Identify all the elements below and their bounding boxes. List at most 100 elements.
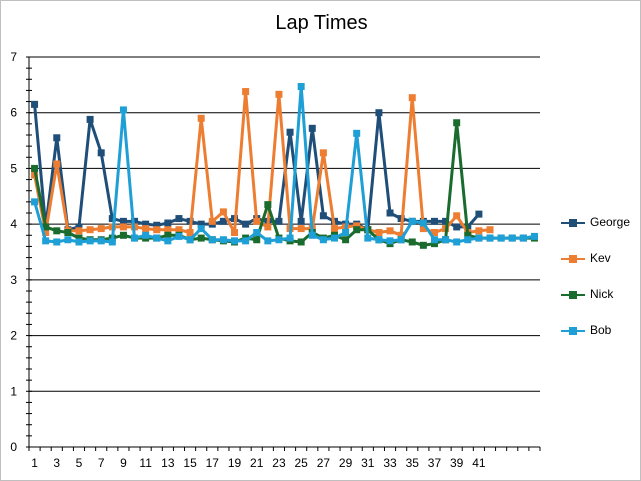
data-point-bob (231, 237, 239, 245)
data-point-bob (464, 236, 472, 244)
data-point-george (319, 212, 327, 220)
data-point-george (53, 134, 61, 142)
data-point-bob (97, 237, 105, 245)
x-tick-label: 39 (450, 456, 464, 470)
data-point-bob (419, 219, 427, 227)
data-point-nick (453, 119, 461, 127)
data-point-bob (275, 236, 283, 244)
x-tick-label: 3 (53, 456, 60, 470)
data-point-kev (208, 217, 216, 225)
data-point-kev (142, 225, 150, 233)
y-tick-label: 3 (10, 273, 17, 287)
data-point-bob (430, 236, 438, 244)
x-tick-label: 25 (294, 456, 308, 470)
data-point-kev (253, 217, 261, 225)
data-point-bob (242, 237, 250, 245)
data-point-kev (353, 222, 361, 230)
x-tick-label: 13 (161, 456, 175, 470)
x-tick-label: 17 (206, 456, 220, 470)
data-point-bob (397, 236, 405, 244)
data-point-kev (330, 225, 338, 233)
data-point-bob (197, 225, 205, 233)
legend-swatch-bob (561, 326, 585, 336)
data-point-kev (75, 227, 83, 235)
data-point-kev (408, 94, 416, 102)
data-point-nick (75, 234, 83, 242)
data-point-kev (219, 208, 227, 216)
data-point-bob (53, 238, 61, 246)
x-tick-label: 27 (317, 456, 331, 470)
data-point-george (475, 210, 483, 218)
data-point-kev (297, 225, 305, 233)
data-point-bob (131, 234, 139, 242)
data-point-bob (442, 236, 450, 244)
data-point-bob (297, 83, 305, 91)
data-point-bob (342, 229, 350, 236)
data-point-nick (31, 164, 39, 172)
data-point-george (453, 223, 461, 231)
data-point-bob (508, 234, 516, 242)
x-tick-label: 15 (183, 456, 197, 470)
data-point-bob (264, 237, 272, 245)
data-point-kev (175, 226, 183, 234)
data-point-nick (64, 229, 72, 236)
y-tick-label: 6 (10, 106, 17, 120)
x-tick-label: 7 (98, 456, 105, 470)
data-point-nick (464, 231, 472, 239)
data-point-kev (86, 226, 94, 234)
data-point-george (308, 124, 316, 132)
data-point-george (75, 223, 83, 231)
x-tick-label: 19 (228, 456, 242, 470)
data-point-bob (164, 237, 172, 245)
data-point-george (242, 220, 250, 228)
data-point-george (375, 109, 383, 117)
y-tick-label: 2 (10, 329, 17, 343)
data-point-nick (430, 240, 438, 248)
data-point-bob (364, 234, 372, 242)
data-point-kev (153, 226, 161, 234)
data-point-nick (408, 238, 416, 246)
data-point-bob (119, 106, 127, 114)
data-point-kev (164, 226, 172, 234)
y-tick-label: 0 (10, 440, 17, 454)
data-point-bob (142, 231, 150, 239)
legend-swatch-george (561, 218, 585, 228)
data-point-kev (97, 225, 105, 233)
data-point-kev (197, 114, 205, 122)
data-point-nick (353, 226, 361, 234)
data-point-george (430, 217, 438, 225)
chart-title: Lap Times (275, 12, 368, 34)
data-point-bob (253, 229, 261, 236)
data-point-bob (64, 236, 72, 244)
data-point-bob (286, 234, 294, 242)
data-point-nick (42, 223, 50, 231)
data-point-bob (453, 238, 461, 246)
x-tick-label: 41 (472, 456, 486, 470)
data-point-kev (275, 90, 283, 98)
data-point-nick (342, 236, 350, 244)
x-tick-label: 35 (406, 456, 420, 470)
data-point-bob (186, 236, 194, 244)
data-point-kev (231, 229, 239, 236)
y-tick-label: 5 (10, 161, 17, 175)
data-point-george (31, 100, 39, 108)
data-point-george (219, 217, 227, 225)
data-point-bob (208, 236, 216, 244)
x-tick-label: 21 (250, 456, 264, 470)
data-point-bob (31, 198, 39, 206)
data-point-george (175, 215, 183, 223)
data-point-nick (253, 236, 261, 244)
data-point-bob (75, 238, 83, 246)
data-point-kev (264, 223, 272, 231)
legend-label-nick: Nick (590, 287, 614, 301)
x-tick-label: 23 (272, 456, 286, 470)
data-point-george (164, 219, 172, 227)
data-point-kev (419, 225, 427, 233)
data-point-bob (153, 234, 161, 242)
data-point-bob (408, 217, 416, 225)
data-point-kev (53, 160, 61, 168)
data-point-nick (164, 231, 172, 239)
